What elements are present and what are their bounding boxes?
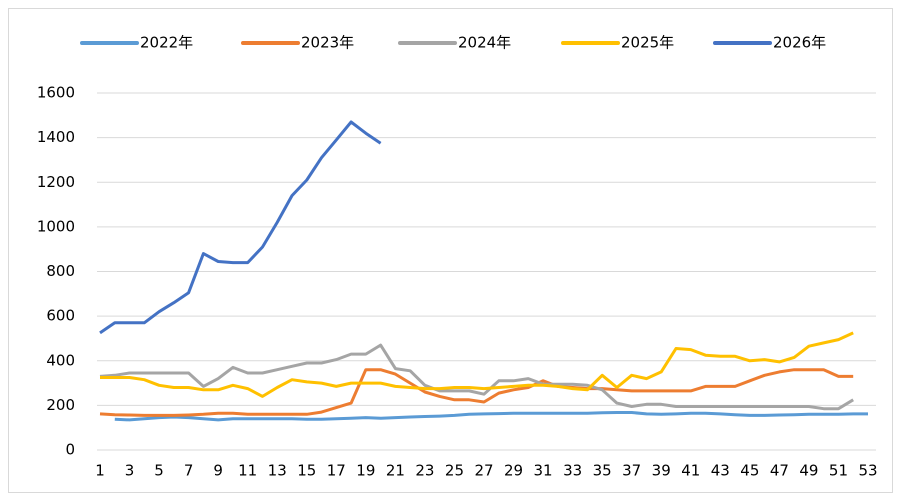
x-tick-label: 33 (563, 462, 582, 480)
x-tick-label: 39 (652, 462, 671, 480)
x-tick-label: 5 (154, 462, 164, 480)
x-tick-label: 41 (681, 462, 700, 480)
y-tick-label: 1600 (37, 84, 75, 102)
x-tick-label: 9 (213, 462, 223, 480)
legend-label: 2024年 (458, 34, 511, 52)
x-tick-label: 45 (740, 462, 759, 480)
x-tick-label: 31 (534, 462, 553, 480)
x-tick-label: 35 (593, 462, 612, 480)
x-tick-label: 51 (829, 462, 848, 480)
legend-label: 2026年 (773, 34, 826, 52)
x-tick-label: 1 (95, 462, 105, 480)
x-tick-label: 47 (770, 462, 789, 480)
chart-border (8, 8, 893, 493)
x-tick-label: 7 (184, 462, 194, 480)
x-tick-label: 29 (504, 462, 523, 480)
x-tick-label: 49 (799, 462, 818, 480)
series-line (99, 343, 854, 411)
series-line (114, 411, 868, 422)
x-tick-label: 37 (622, 462, 641, 480)
y-tick-label: 400 (46, 351, 75, 369)
legend-label: 2023年 (301, 34, 354, 52)
x-tick-label: 3 (125, 462, 135, 480)
x-tick-label: 19 (356, 462, 375, 480)
x-tick-label: 13 (268, 462, 287, 480)
y-tick-label: 600 (46, 307, 75, 325)
y-tick-label: 1400 (37, 128, 75, 146)
x-tick-label: 43 (711, 462, 730, 480)
x-tick-label: 25 (445, 462, 464, 480)
series-line (99, 120, 382, 335)
series-line (100, 331, 854, 398)
y-tick-label: 1200 (37, 173, 75, 191)
x-tick-label: 23 (415, 462, 434, 480)
y-tick-label: 1000 (37, 217, 75, 235)
y-tick-label: 0 (65, 441, 75, 459)
legend-label: 2022年 (140, 34, 193, 52)
x-tick-label: 17 (327, 462, 346, 480)
x-tick-label: 21 (386, 462, 405, 480)
x-tick-label: 15 (297, 462, 316, 480)
legend-label: 2025年 (621, 34, 674, 52)
y-tick-label: 800 (46, 262, 75, 280)
y-tick-label: 200 (46, 396, 75, 414)
x-tick-label: 27 (474, 462, 493, 480)
series-line (99, 368, 854, 417)
x-tick-label: 53 (858, 462, 877, 480)
x-tick-label: 11 (238, 462, 257, 480)
